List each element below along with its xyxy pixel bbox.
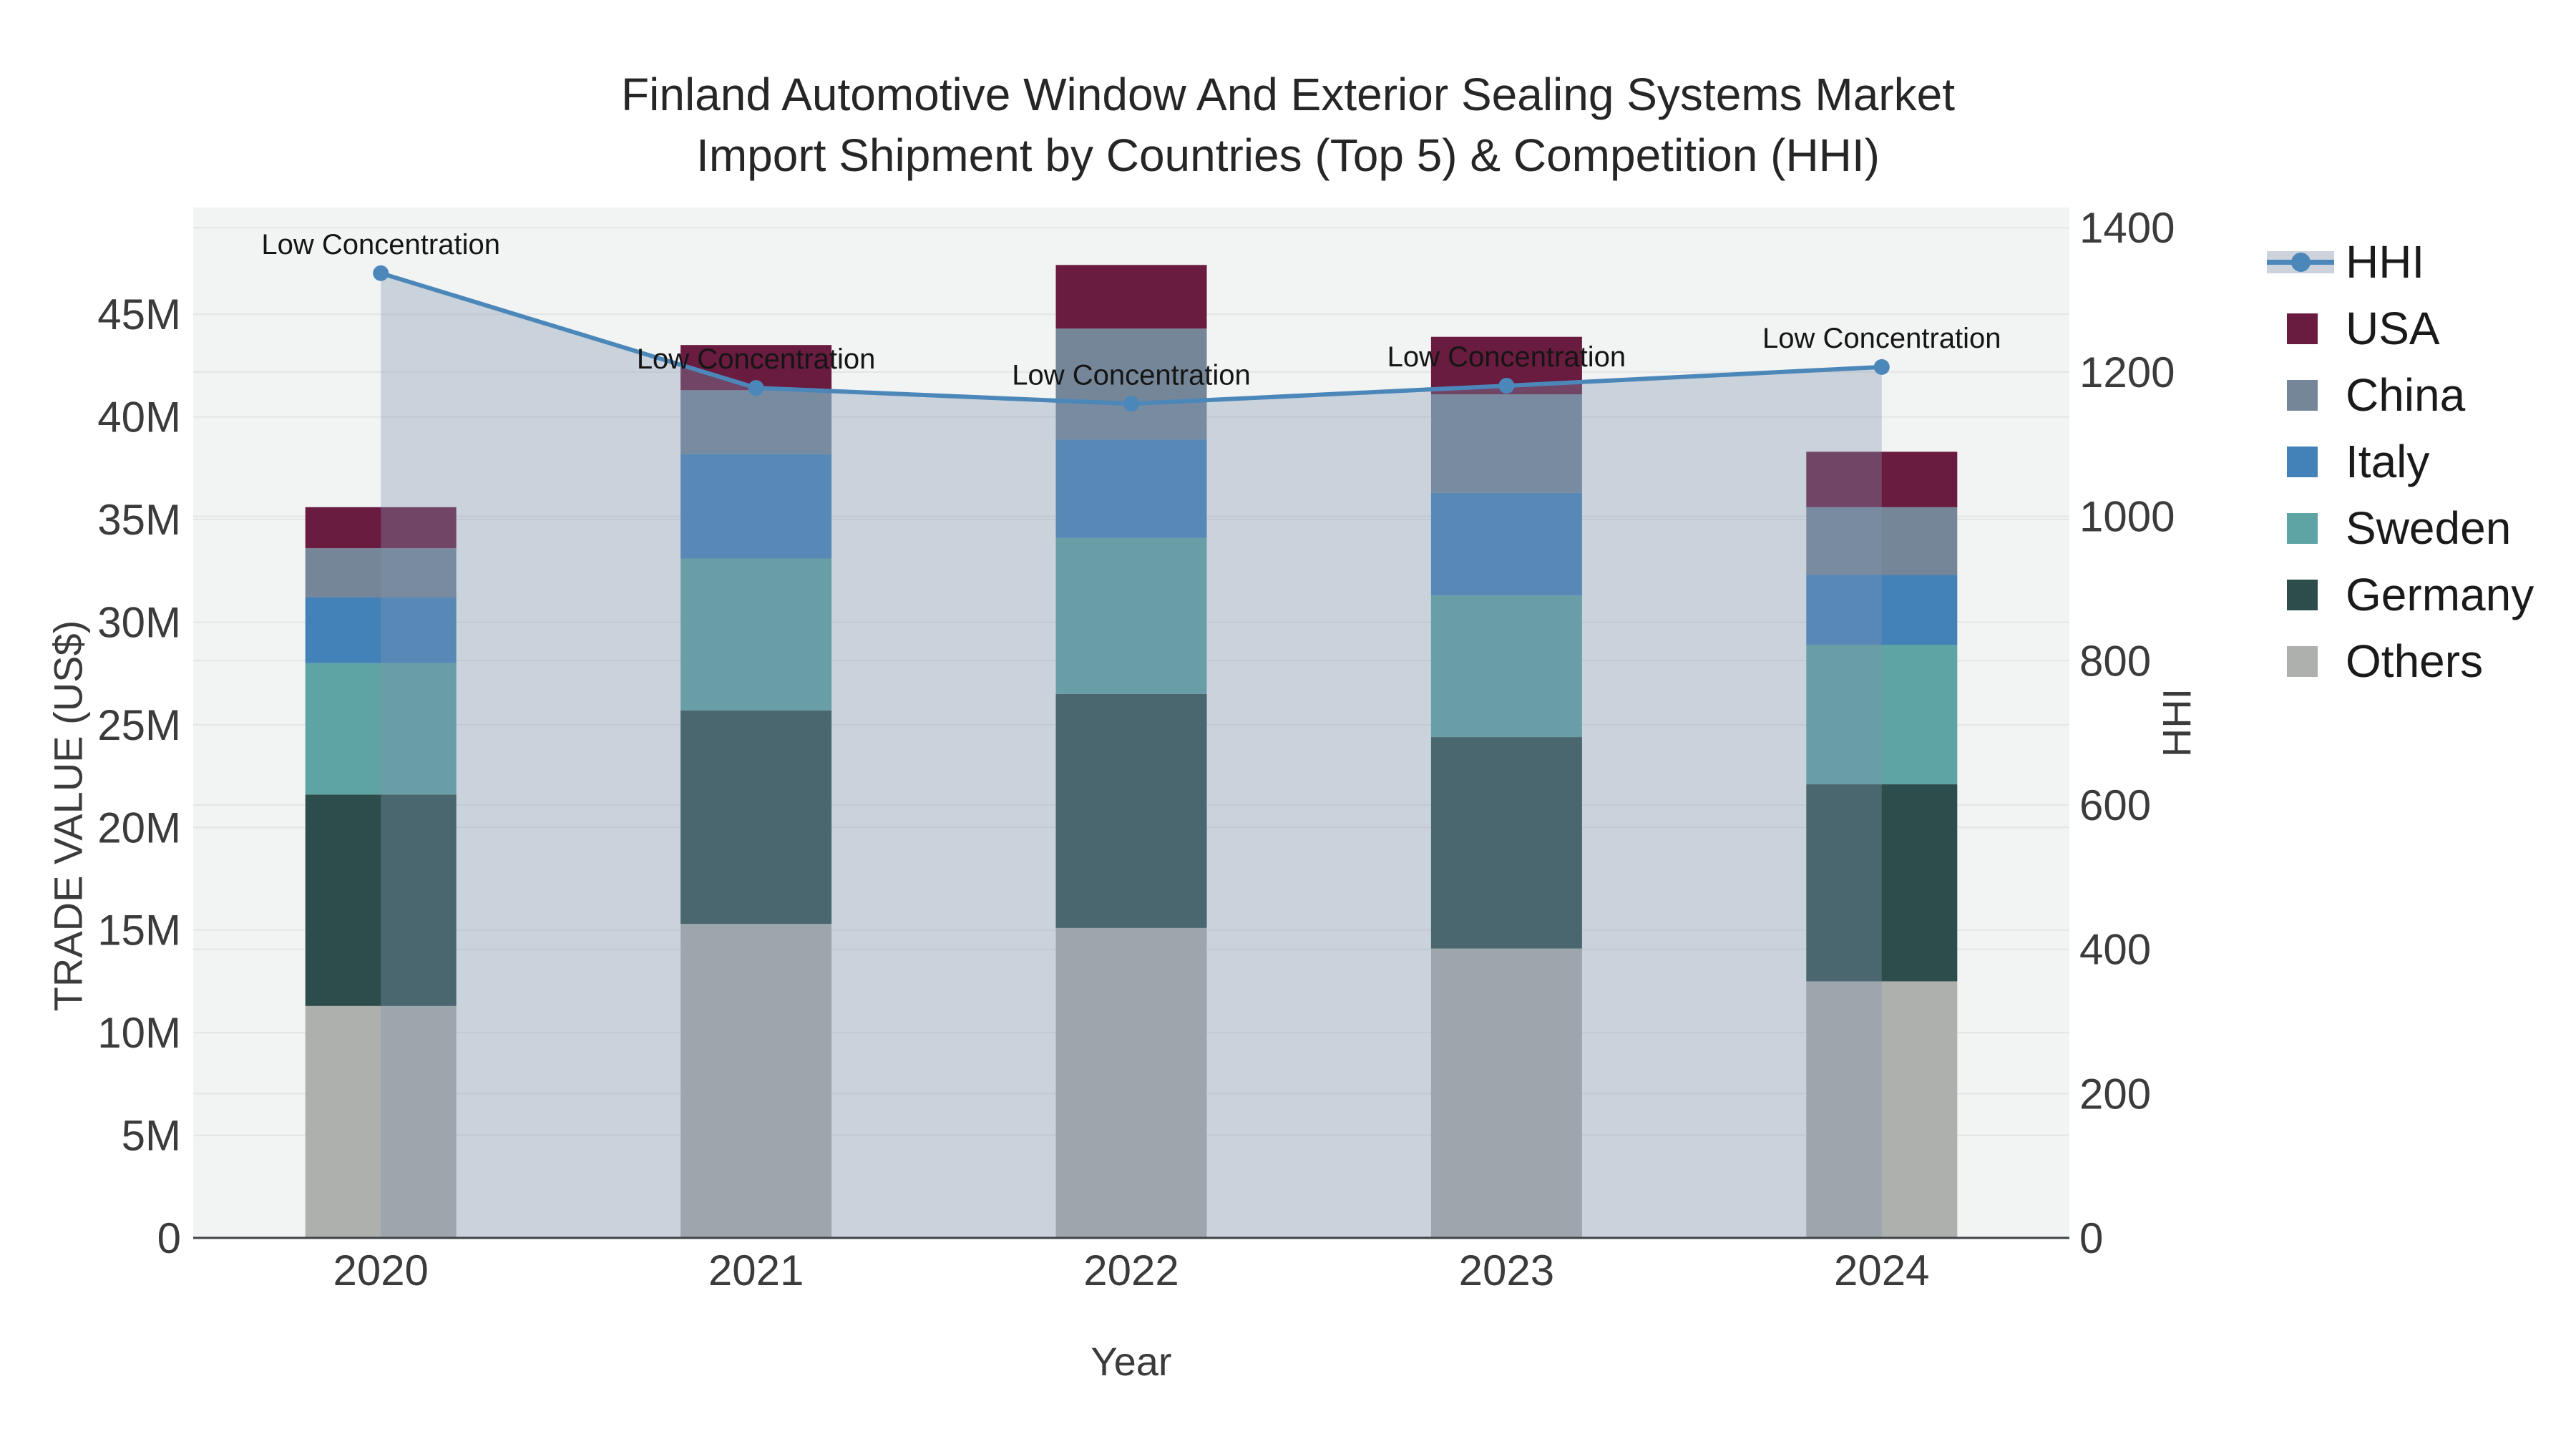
legend-label: Others: [2346, 635, 2484, 687]
hhi-line-swatch-icon: [2254, 229, 2346, 296]
legend: HHI USA China Italy Sweden Germany Others: [2254, 229, 2534, 695]
legend-item-usa[interactable]: USA: [2254, 296, 2534, 362]
annotation-2024: Low Concentration: [1762, 323, 2001, 354]
bar-segment-others-2022: [1055, 927, 1207, 1238]
bar-segment-germany-2022: [1055, 693, 1207, 928]
color-swatch-icon: [2254, 495, 2346, 562]
y-right-tick-200: 200: [2079, 1070, 2151, 1118]
bar-segment-usa-2024: [1806, 452, 1958, 507]
color-swatch-icon: [2254, 628, 2346, 695]
y-axis-title-right: HHI: [2154, 688, 2200, 758]
y-right-tick-600: 600: [2079, 781, 2151, 829]
legend-item-others[interactable]: Others: [2254, 628, 2534, 695]
legend-item-italy[interactable]: Italy: [2254, 429, 2534, 495]
bar-segment-others-2020: [305, 1005, 457, 1238]
hhi-marker-2023: [1498, 378, 1515, 394]
bar-segment-germany-2023: [1430, 737, 1582, 949]
y-left-tick-labels: 0 5M 10M 15M 20M 25M 30M 35M 40M 45M: [97, 291, 181, 1262]
bar-segment-china-2021: [680, 390, 832, 454]
y-left-tick-45M: 45M: [97, 291, 181, 338]
y-left-tick-30M: 30M: [97, 598, 181, 646]
y-axis-title-left: TRADE VALUE (US$): [45, 620, 91, 1012]
y-left-tick-10M: 10M: [97, 1009, 181, 1057]
y-left-tick-0: 0: [157, 1214, 181, 1262]
x-tick-labels: 2020 2021 2022 2023 2024: [333, 1246, 1929, 1294]
hhi-marker-2021: [748, 380, 764, 396]
legend-item-china[interactable]: China: [2254, 362, 2534, 429]
bar-segment-germany-2021: [680, 710, 832, 924]
bar-segment-italy-2021: [680, 454, 832, 559]
x-tick-2020: 2020: [333, 1246, 428, 1294]
chart-title-line1: Finland Automotive Window And Exterior S…: [621, 69, 1955, 120]
y-left-tick-5M: 5M: [122, 1112, 181, 1160]
x-tick-2023: 2023: [1459, 1246, 1554, 1294]
color-swatch-icon: [2254, 429, 2346, 495]
bar-segment-italy-2022: [1055, 439, 1207, 538]
bar-segment-sweden-2024: [1806, 644, 1958, 785]
bar-segment-italy-2024: [1806, 575, 1958, 645]
bar-segment-usa-2022: [1055, 265, 1207, 329]
legend-item-hhi[interactable]: HHI: [2254, 229, 2534, 296]
hhi-marker-2024: [1873, 358, 1890, 375]
bar-segment-china-2024: [1806, 507, 1958, 575]
legend-item-sweden[interactable]: Sweden: [2254, 495, 2534, 562]
bar-segment-china-2023: [1430, 394, 1582, 493]
hhi-area-fill: [381, 273, 1882, 1239]
y-right-tick-1000: 1000: [2079, 493, 2175, 541]
bar-segment-others-2024: [1806, 981, 1958, 1238]
bar-segment-italy-2023: [1430, 492, 1582, 596]
bar-segment-germany-2024: [1806, 784, 1958, 982]
x-tick-2021: 2021: [708, 1246, 804, 1294]
stacked-bars: [305, 265, 1958, 1238]
bar-segment-others-2021: [680, 924, 832, 1238]
bar-segment-sweden-2020: [305, 663, 457, 795]
hhi-marker-2022: [1123, 396, 1139, 412]
x-axis-title: Year: [1091, 1339, 1172, 1384]
y-right-tick-labels: 0 200 400 600 800 1000 1200 1400: [2079, 204, 2175, 1262]
bar-segment-others-2023: [1430, 948, 1582, 1238]
y-left-tick-40M: 40M: [97, 394, 181, 441]
bar-segment-italy-2020: [305, 597, 457, 663]
y-right-tick-1400: 1400: [2079, 204, 2175, 252]
legend-label: HHI: [2346, 236, 2425, 288]
annotation-2020: Low Concentration: [261, 229, 500, 260]
color-swatch-icon: [2254, 296, 2346, 362]
legend-label: Sweden: [2346, 502, 2512, 554]
y-left-tick-20M: 20M: [97, 804, 181, 852]
hhi-marker-2020: [373, 265, 389, 281]
annotation-2023: Low Concentration: [1387, 341, 1626, 373]
y-right-tick-800: 800: [2079, 637, 2151, 685]
bar-segment-china-2020: [305, 548, 457, 598]
legend-item-germany[interactable]: Germany: [2254, 562, 2534, 628]
y-left-tick-25M: 25M: [97, 701, 181, 749]
y-left-tick-35M: 35M: [97, 496, 181, 544]
y-right-tick-400: 400: [2079, 926, 2151, 974]
legend-label: USA: [2346, 303, 2440, 354]
bar-segment-sweden-2022: [1055, 537, 1207, 694]
legend-label: China: [2346, 369, 2466, 421]
bar-segment-sweden-2023: [1430, 595, 1582, 738]
color-swatch-icon: [2254, 562, 2346, 628]
x-tick-2024: 2024: [1834, 1246, 1929, 1294]
y-right-tick-1200: 1200: [2079, 348, 2175, 396]
bar-segment-china-2022: [1055, 328, 1207, 440]
chart-title-line2: Import Shipment by Countries (Top 5) & C…: [696, 130, 1880, 181]
y-right-tick-0: 0: [2079, 1214, 2103, 1262]
legend-label: Germany: [2346, 569, 2534, 620]
y-left-tick-15M: 15M: [97, 907, 181, 955]
x-tick-2022: 2022: [1083, 1246, 1179, 1294]
annotation-2022: Low Concentration: [1012, 359, 1251, 391]
color-swatch-icon: [2254, 362, 2346, 429]
bar-segment-usa-2020: [305, 507, 457, 549]
annotation-2021: Low Concentration: [637, 343, 876, 375]
annotations: Low Concentration Low Concentration Low Co…: [261, 229, 2001, 391]
bar-segment-sweden-2021: [680, 558, 832, 711]
legend-label: Italy: [2346, 436, 2430, 487]
bar-segment-germany-2020: [305, 794, 457, 1006]
